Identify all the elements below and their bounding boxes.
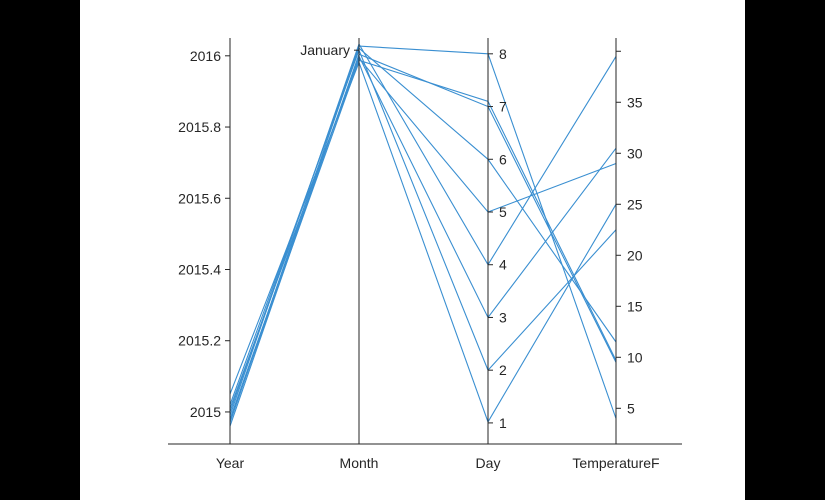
tick-label-temperaturef: 10 xyxy=(627,349,643,365)
axes: 20152015.22015.42015.62015.82016YearJanu… xyxy=(168,38,682,471)
series-lines xyxy=(229,42,617,427)
series-line-9 xyxy=(229,59,617,422)
tick-label-year: 2016 xyxy=(190,48,221,64)
tick-label-day: 5 xyxy=(499,204,507,220)
tick-label-year: 2015 xyxy=(190,404,221,420)
tick-label-day: 1 xyxy=(499,415,507,431)
series-line-5 xyxy=(229,42,617,416)
series-line-6 xyxy=(229,54,617,420)
series-line-3 xyxy=(229,47,617,423)
tick-label-temperaturef: 25 xyxy=(627,196,643,212)
parallel-coordinates-chart: 20152015.22015.42015.62015.82016YearJanu… xyxy=(168,38,682,471)
tick-label-temperaturef: 35 xyxy=(627,94,643,110)
plot-area: 2015 2015.2 2015.4 2015.6 2015.8 2016 Year Janu… xyxy=(80,0,745,500)
tick-label-day: 2 xyxy=(499,362,507,378)
tick-label-temperaturef: 15 xyxy=(627,298,643,314)
tick-label-year: 2015.4 xyxy=(178,261,221,277)
tick-label-day: 4 xyxy=(499,257,507,273)
series-line-8 xyxy=(229,60,617,424)
tick-label-day: 6 xyxy=(499,151,507,167)
axis-label-month: Month xyxy=(340,455,379,471)
tick-label-year: 2015.2 xyxy=(178,333,221,349)
axis-label-year: Year xyxy=(216,455,245,471)
series-line-1 xyxy=(229,45,617,419)
tick-label-month: January xyxy=(300,42,350,58)
tick-label-year: 2015.6 xyxy=(178,190,221,206)
axis-label-day: Day xyxy=(476,455,501,471)
tick-label-year: 2015.8 xyxy=(178,119,221,135)
axis-label-temperaturef: TemperatureF xyxy=(572,455,659,471)
tick-label-temperaturef: 20 xyxy=(627,247,643,263)
tick-label-day: 8 xyxy=(499,46,507,62)
series-line-4 xyxy=(229,57,617,409)
tick-label-day: 3 xyxy=(499,309,507,325)
tick-label-temperaturef: 30 xyxy=(627,145,643,161)
tick-label-temperaturef: 5 xyxy=(627,400,635,416)
tick-label-day: 7 xyxy=(499,99,507,115)
